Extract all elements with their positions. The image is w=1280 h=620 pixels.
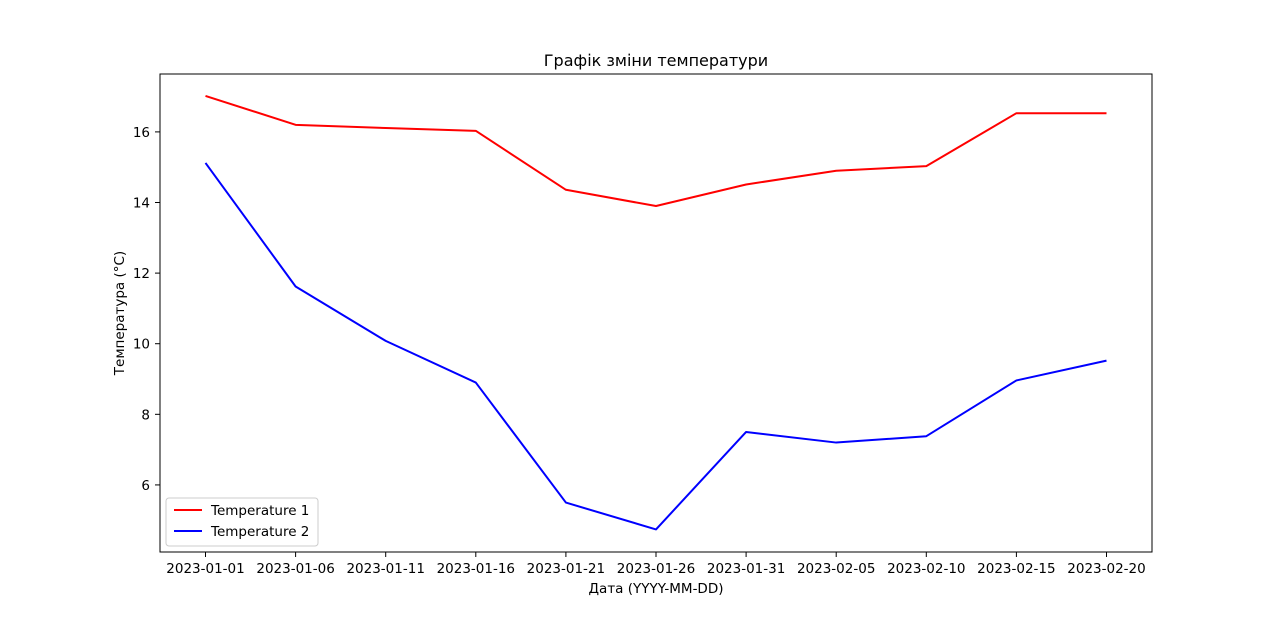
chart-title: Графік зміни температури bbox=[544, 51, 768, 70]
plot-area-frame bbox=[159, 73, 1153, 553]
x-tick-label: 2023-02-10 bbox=[887, 561, 965, 577]
y-tick-label: 10 bbox=[133, 337, 150, 353]
x-tick-label: 2023-01-26 bbox=[617, 561, 695, 577]
x-tick-label: 2023-01-01 bbox=[166, 561, 244, 577]
y-axis-label: Температура (°C) bbox=[112, 251, 128, 376]
y-tick-label: 6 bbox=[141, 478, 150, 494]
series-line-temperature-1 bbox=[205, 94, 1107, 208]
x-axis-ticks: 2023-01-01 2023-01-06 2023-01-11 2023-01-16… bbox=[166, 552, 1146, 577]
x-tick-label: 2023-01-11 bbox=[346, 561, 424, 577]
y-tick-label: 16 bbox=[133, 125, 150, 141]
y-axis-ticks: 6 8 10 12 14 16 bbox=[133, 125, 160, 494]
y-tick-label: 14 bbox=[133, 196, 150, 212]
x-tick-label: 2023-01-31 bbox=[707, 561, 785, 577]
x-tick-label: 2023-02-15 bbox=[977, 561, 1055, 577]
legend: Temperature 1 Temperature 2 bbox=[165, 497, 319, 547]
legend-box bbox=[165, 497, 319, 547]
legend-label-temperature-1: Temperature 1 bbox=[210, 503, 309, 519]
x-axis-label: Дата (YYYY-MM-DD) bbox=[589, 581, 724, 597]
y-tick-label: 8 bbox=[141, 407, 150, 423]
y-tick-label: 12 bbox=[133, 266, 150, 282]
series-lines bbox=[204, 94, 1107, 531]
x-tick-label: 2023-02-05 bbox=[797, 561, 875, 577]
series-line-temperature-2 bbox=[204, 162, 1107, 531]
x-tick-label: 2023-01-16 bbox=[437, 561, 515, 577]
x-tick-label: 2023-02-20 bbox=[1067, 561, 1145, 577]
legend-label-temperature-2: Temperature 2 bbox=[210, 524, 309, 540]
x-tick-label: 2023-01-06 bbox=[256, 561, 334, 577]
x-tick-label: 2023-01-21 bbox=[527, 561, 605, 577]
